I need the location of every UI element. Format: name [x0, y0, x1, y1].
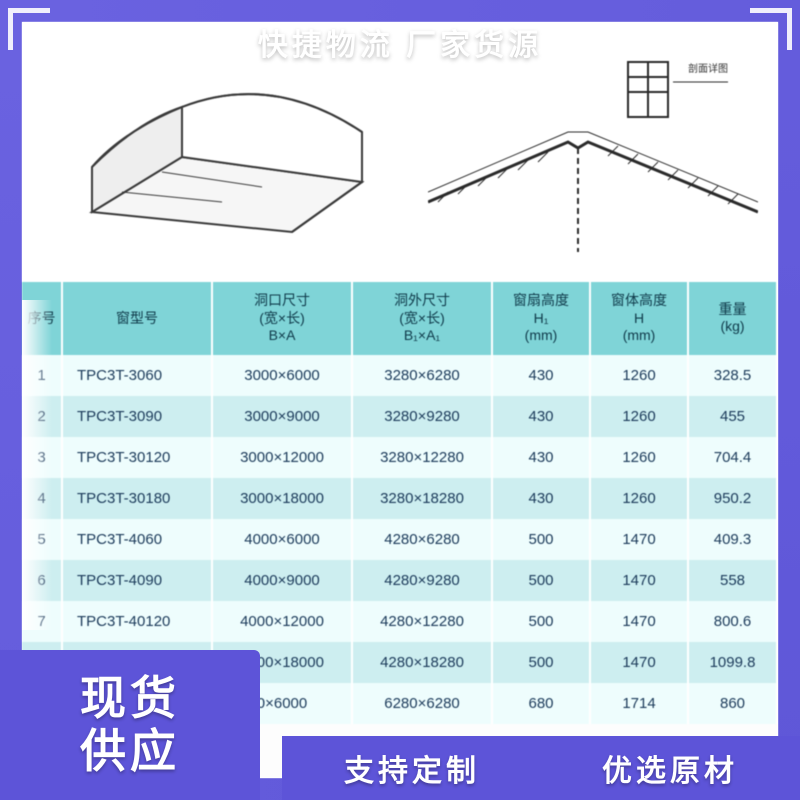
- badge-customize: 支持定制: [282, 736, 542, 800]
- table-cell: 860: [688, 683, 777, 724]
- table-cell: TPC3T-30180: [62, 478, 212, 519]
- table-cell: 1470: [590, 560, 688, 601]
- table-cell: 3000×18000: [212, 478, 352, 519]
- table-cell: 500: [492, 560, 590, 601]
- badge-line2: 供应: [80, 725, 180, 778]
- table-cell: 409.3: [688, 519, 777, 560]
- table-cell: 430: [492, 396, 590, 437]
- table-cell: TPC3T-4090: [62, 560, 212, 601]
- table-row: 2TPC3T-30903000×90003280×92804301260455: [22, 396, 777, 437]
- badge-stock-supply: 现货 供应: [0, 650, 260, 800]
- table-cell: 3280×12280: [352, 437, 492, 478]
- badge-line1: 现货: [80, 672, 180, 725]
- table-cell: 3280×6280: [352, 355, 492, 396]
- table-cell: 3000×6000: [212, 355, 352, 396]
- table-cell: 3000×12000: [212, 437, 352, 478]
- table-row: 4TPC3T-301803000×180003280×1828043012609…: [22, 478, 777, 519]
- table-cell: 1470: [590, 601, 688, 642]
- col-header: 窗体高度H(mm): [590, 282, 688, 355]
- table-cell: 1260: [590, 437, 688, 478]
- table-cell: 4000×9000: [212, 560, 352, 601]
- table-cell: TPC3T-30120: [62, 437, 212, 478]
- table-cell: 680: [492, 683, 590, 724]
- table-cell: 1260: [590, 355, 688, 396]
- table-cell: 430: [492, 478, 590, 519]
- table-cell: 500: [492, 601, 590, 642]
- table-row: 7TPC3T-401204000×120004280×1228050014708…: [22, 601, 777, 642]
- table-cell: 430: [492, 437, 590, 478]
- table-cell: 1260: [590, 396, 688, 437]
- table-cell: 4000×12000: [212, 601, 352, 642]
- table-cell: 800.6: [688, 601, 777, 642]
- table-cell: TPC3T-4060: [62, 519, 212, 560]
- table-cell: 3280×18280: [352, 478, 492, 519]
- col-header: 窗扇高度H₁(mm): [492, 282, 590, 355]
- table-cell: 328.5: [688, 355, 777, 396]
- table-cell: 3280×9280: [352, 396, 492, 437]
- table-row: 3TPC3T-301203000×120003280×1228043012607…: [22, 437, 777, 478]
- table-cell: 558: [688, 560, 777, 601]
- table-cell: 1470: [590, 642, 688, 683]
- table-cell: 950.2: [688, 478, 777, 519]
- badge-material: 优选原材: [540, 736, 800, 800]
- table-cell: TPC3T-3060: [62, 355, 212, 396]
- col-header: 窗型号: [62, 282, 212, 355]
- col-header: 重量(kg): [688, 282, 777, 355]
- top-banner-text: 快捷物流 厂家货源: [0, 20, 800, 64]
- col-header: 洞口尺寸(宽×长)B×A: [212, 282, 352, 355]
- section-detail-diagram: 剖面详图: [428, 52, 758, 262]
- table-cell: 4000×6000: [212, 519, 352, 560]
- table-cell: 6280×6280: [352, 683, 492, 724]
- table-row: 5TPC3T-40604000×60004280×62805001470409.…: [22, 519, 777, 560]
- table-cell: 430: [492, 355, 590, 396]
- col-header: 洞外尺寸(宽×长)B₁×A₁: [352, 282, 492, 355]
- table-cell: 500: [492, 519, 590, 560]
- table-cell: 455: [688, 396, 777, 437]
- table-cell: 4280×9280: [352, 560, 492, 601]
- left-fade-overlay: [22, 300, 52, 630]
- table-cell: 1470: [590, 519, 688, 560]
- table-cell: 704.4: [688, 437, 777, 478]
- table-row: 1TPC3T-30603000×60003280×62804301260328.…: [22, 355, 777, 396]
- table-cell: TPC3T-40120: [62, 601, 212, 642]
- table-cell: 3000×9000: [212, 396, 352, 437]
- table-cell: TPC3T-3090: [62, 396, 212, 437]
- isometric-skylight-diagram: [62, 62, 402, 262]
- table-header: 序号窗型号洞口尺寸(宽×长)B×A洞外尺寸(宽×长)B₁×A₁窗扇高度H₁(mm…: [22, 282, 777, 355]
- table-cell: 4280×12280: [352, 601, 492, 642]
- table-cell: 500: [492, 642, 590, 683]
- table-row: 6TPC3T-40904000×90004280×92805001470558: [22, 560, 777, 601]
- table-cell: 1260: [590, 478, 688, 519]
- table-cell: 4280×6280: [352, 519, 492, 560]
- table-cell: 4280×18280: [352, 642, 492, 683]
- table-cell: 1099.8: [688, 642, 777, 683]
- table-cell: 1714: [590, 683, 688, 724]
